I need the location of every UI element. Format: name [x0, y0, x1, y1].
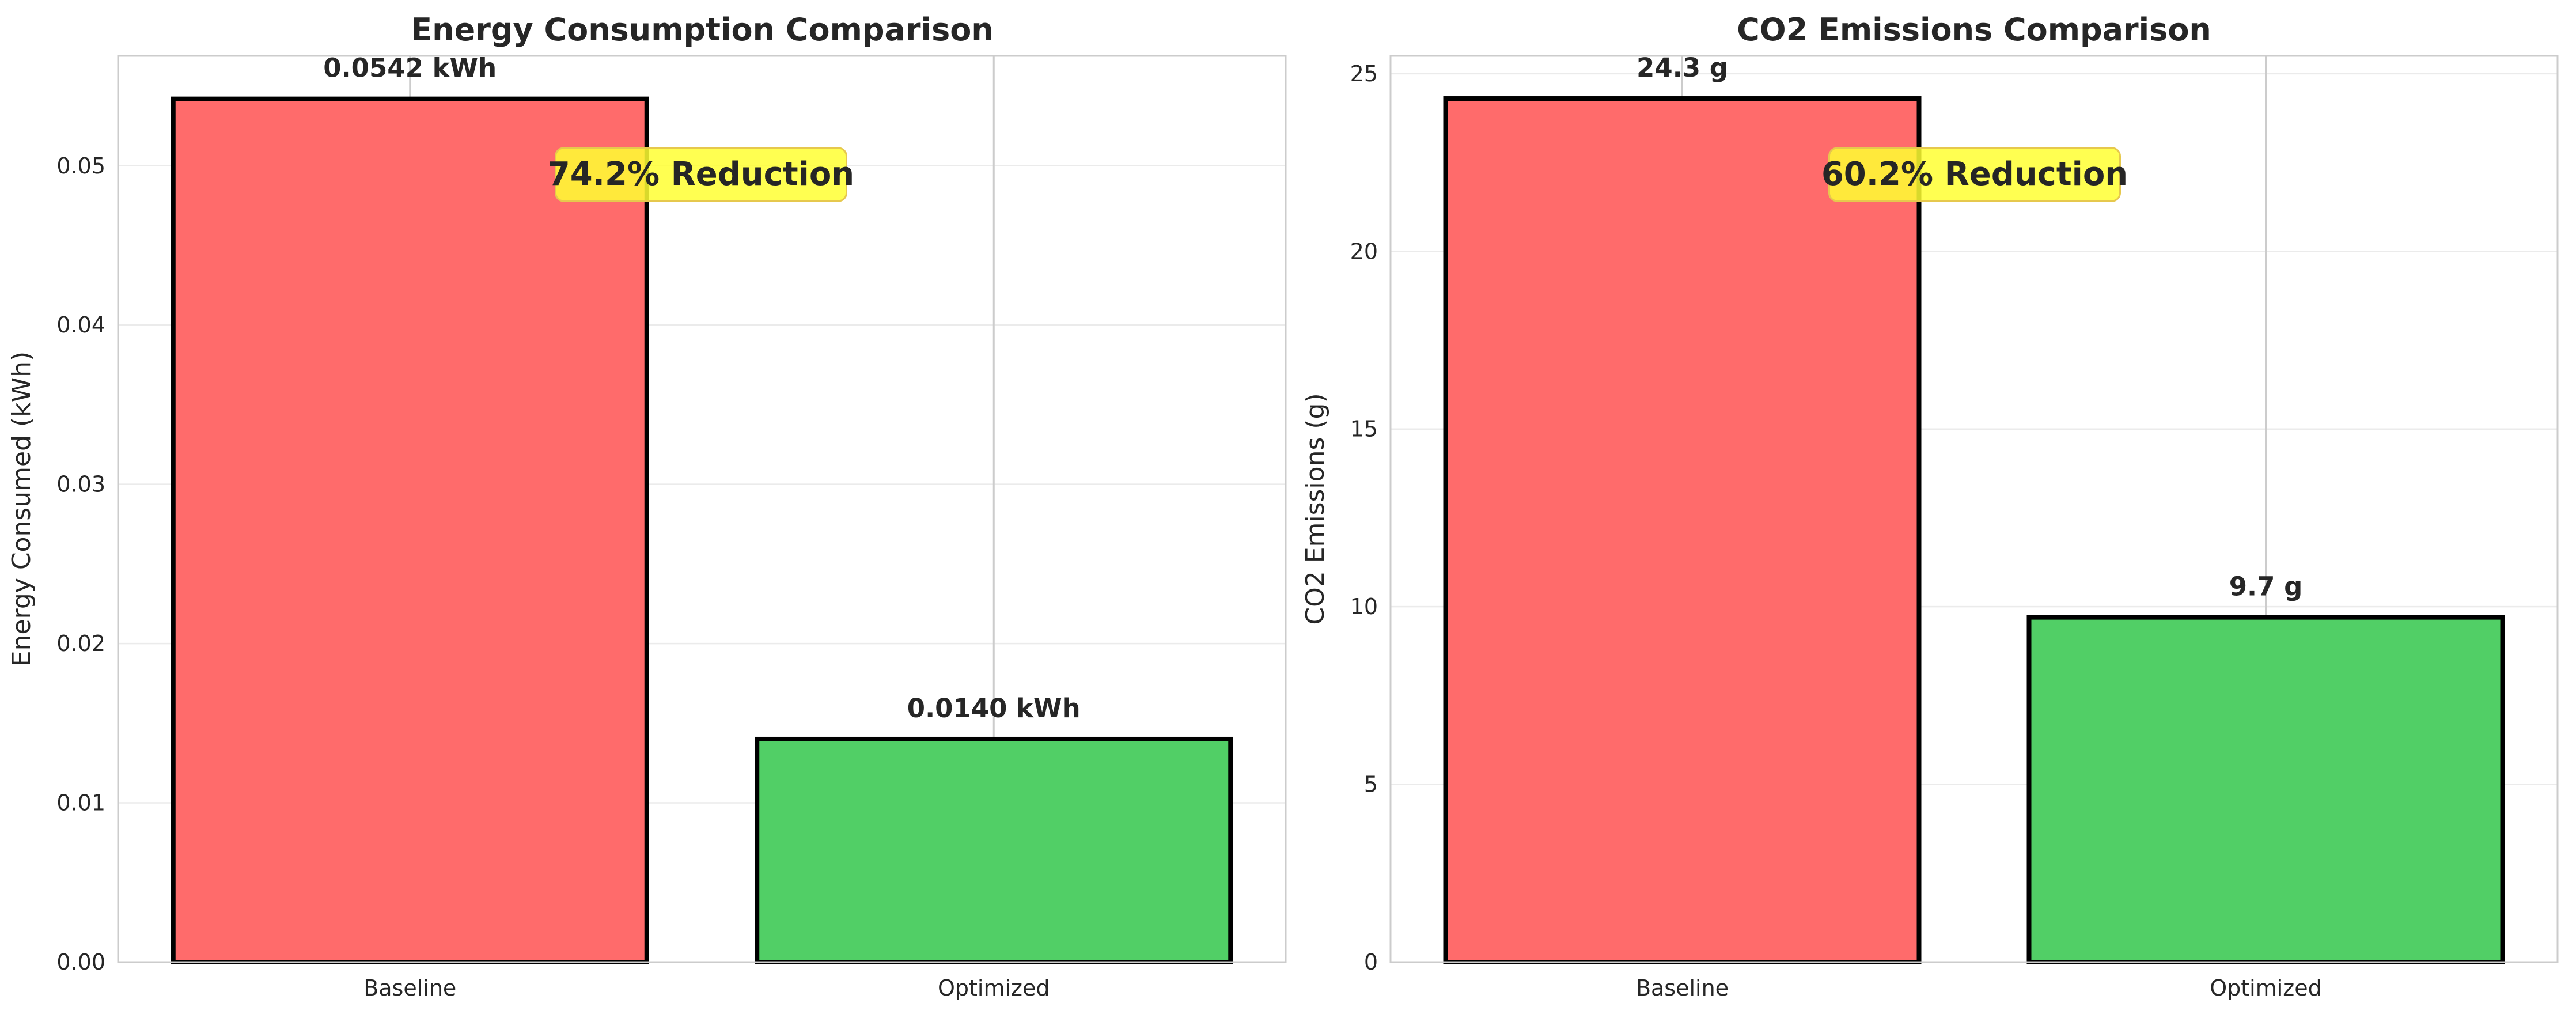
- energy-y-tick-label: 0.01: [56, 790, 105, 816]
- co2-chart: 0 5 10 15 20 25 Baseline Optimized 24.3 g 9.7 g…: [1301, 12, 2559, 1001]
- co2-reduction-box: [1828, 147, 2121, 202]
- energy-y-tick-label: 0.02: [56, 631, 105, 656]
- energy-bar-labels: 0.0542 kWh 0.0140 kWh: [323, 53, 1080, 724]
- co2-chart-title: CO2 Emissions Comparison: [1737, 12, 2211, 48]
- co2-y-tick-label: 5: [1364, 772, 1378, 797]
- energy-reduction-text: 74.2% Reduction: [548, 156, 854, 193]
- energy-x-tick-label: Baseline: [363, 975, 456, 1001]
- co2-reduction-text: 60.2% Reduction: [1821, 156, 2128, 193]
- energy-y-tick-label: 0.03: [56, 472, 105, 497]
- co2-y-ticks: 0 5 10 15 20 25: [1350, 61, 1378, 975]
- co2-x-ticks: Baseline Optimized: [1636, 975, 2322, 1001]
- co2-y-tick-label: 25: [1350, 61, 1378, 86]
- co2-bar-value-label: 24.3 g: [1636, 52, 1728, 83]
- energy-x-tick-label: Optimized: [938, 975, 1050, 1001]
- co2-x-tick-label: Baseline: [1636, 975, 1729, 1001]
- co2-bars: [1443, 96, 2505, 965]
- energy-chart-title: Energy Consumption Comparison: [411, 12, 994, 48]
- energy-chart: 0.00 0.01 0.02 0.03 0.04 0.05 Baseline Optimiz…: [7, 12, 1287, 1001]
- energy-y-tick-label: 0.04: [56, 312, 105, 338]
- energy-y-tick-label: 0.05: [56, 153, 105, 179]
- energy-y-ticks: 0.00 0.01 0.02 0.03 0.04 0.05: [56, 153, 105, 975]
- energy-bar-optimized: [755, 736, 1233, 964]
- co2-bar-optimized: [2026, 615, 2505, 965]
- co2-x-tick-label: Optimized: [2210, 975, 2322, 1001]
- co2-y-axis-label: CO2 Emissions (g): [1301, 393, 1330, 625]
- energy-bars: [171, 96, 1233, 964]
- energy-bar-value-label: 0.0542 kWh: [323, 53, 497, 84]
- co2-bar-value-label: 9.7 g: [2229, 572, 2303, 602]
- co2-bar-baseline: [1443, 96, 1922, 964]
- energy-reduction-box: [555, 147, 847, 202]
- energy-bar-baseline: [171, 96, 649, 964]
- energy-bar-value-label: 0.0140 kWh: [907, 693, 1081, 724]
- energy-reduction-annotation: 74.2% Reduction: [548, 147, 854, 202]
- co2-y-tick-label: 10: [1350, 594, 1378, 619]
- energy-plot-frame: [117, 55, 1287, 963]
- co2-plot-frame: [1389, 55, 2559, 963]
- energy-y-tick-label: 0.00: [56, 949, 105, 975]
- co2-y-tick-label: 0: [1364, 949, 1378, 975]
- energy-y-axis-label: Energy Consumed (kWh): [7, 351, 36, 667]
- co2-y-tick-label: 20: [1350, 239, 1378, 264]
- co2-y-tick-label: 15: [1350, 417, 1378, 442]
- co2-reduction-annotation: 60.2% Reduction: [1821, 147, 2128, 202]
- energy-x-ticks: Baseline Optimized: [363, 975, 1050, 1001]
- co2-bar-labels: 24.3 g 9.7 g: [1636, 52, 2302, 602]
